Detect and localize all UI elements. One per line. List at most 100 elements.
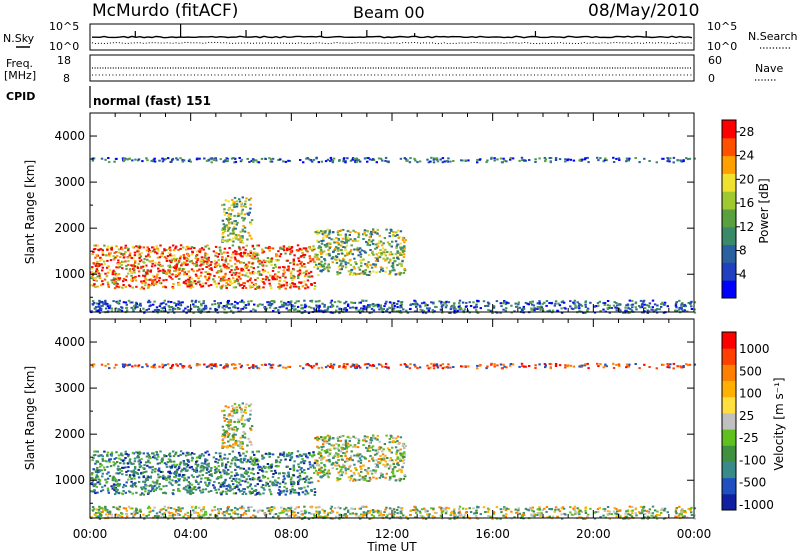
scatter-point — [295, 300, 298, 303]
scatter-point — [643, 157, 646, 160]
scatter-point — [289, 490, 293, 493]
scatter-point — [163, 285, 167, 288]
scatter-point — [195, 261, 198, 264]
scatter-point — [201, 285, 205, 288]
scatter-point — [149, 269, 153, 272]
scatter-point — [353, 365, 357, 368]
scatter-point — [232, 157, 235, 159]
scatter-point — [221, 435, 224, 437]
scatter-point — [548, 309, 551, 312]
scatter-point — [347, 476, 351, 479]
scatter-point — [303, 271, 306, 274]
scatter-point — [131, 470, 134, 473]
scatter-point — [345, 239, 348, 242]
scatter-point — [92, 363, 96, 366]
scatter-point — [274, 471, 277, 474]
scatter-point — [176, 364, 179, 367]
scatter-point — [377, 157, 381, 160]
scatter-point — [351, 364, 354, 367]
scatter-point — [596, 156, 599, 159]
scatter-point — [362, 464, 365, 467]
scatter-point — [135, 245, 138, 248]
scatter-point — [165, 455, 168, 458]
scatter-point — [117, 309, 121, 312]
scatter-point — [240, 210, 244, 213]
scatter-point — [308, 305, 311, 308]
scatter-point — [235, 406, 239, 409]
scatter-point — [92, 478, 95, 481]
scatter-point — [382, 252, 386, 255]
scatter-point — [121, 253, 125, 256]
scatter-point — [444, 302, 447, 305]
scatter-point — [292, 260, 295, 263]
scatter-point — [242, 225, 245, 227]
scatter-point — [243, 306, 246, 309]
scatter-point — [283, 477, 286, 480]
scatter-point — [337, 439, 340, 442]
scatter-point — [200, 453, 204, 456]
scatter-point — [212, 278, 215, 281]
scatter-point — [342, 452, 345, 454]
scatter-point — [650, 308, 653, 311]
scatter-point — [244, 492, 248, 495]
scatter-point — [328, 266, 331, 269]
scatter-point — [432, 301, 435, 304]
scatter-point — [209, 470, 212, 472]
scatter-point — [243, 217, 246, 220]
scatter-point — [349, 238, 352, 241]
scatter-point — [375, 459, 378, 462]
scatter-point — [579, 303, 582, 306]
scatter-point — [402, 253, 406, 256]
scatter-point — [208, 276, 211, 278]
scatter-point — [234, 237, 238, 240]
scatter-point — [352, 265, 356, 268]
scatter-point — [177, 467, 181, 470]
scatter-point — [174, 473, 178, 475]
scatter-point — [246, 363, 249, 366]
scatter-point — [245, 267, 248, 269]
scatter-point — [379, 266, 383, 269]
scatter-point — [115, 245, 118, 248]
scatter-point — [137, 274, 141, 277]
scatter-point — [142, 270, 145, 273]
scatter-point — [138, 463, 141, 465]
scatter-point — [392, 233, 395, 236]
scatter-point — [386, 457, 389, 459]
scatter-point — [184, 263, 187, 266]
scatter-point — [231, 282, 234, 285]
scatter-point — [198, 486, 201, 489]
scatter-point — [292, 263, 296, 266]
scatter-point — [168, 247, 171, 250]
scatter-point — [352, 364, 356, 366]
scatter-point — [231, 253, 234, 256]
scatter-point — [539, 308, 542, 311]
scatter-point — [234, 227, 237, 230]
scatter-point — [388, 243, 391, 246]
scatter-point — [580, 365, 583, 368]
scatter-point — [212, 456, 216, 459]
scatter-point — [234, 492, 238, 495]
scatter-point — [344, 160, 347, 163]
scatter-point — [236, 427, 239, 430]
scatter-point — [499, 302, 502, 305]
scatter-point — [656, 304, 659, 307]
scatter-point — [398, 306, 402, 309]
scatter-point — [256, 492, 259, 494]
scatter-point — [165, 278, 168, 281]
scatter-point — [196, 475, 199, 478]
scatter-point — [165, 249, 168, 252]
scatter-point — [187, 245, 190, 248]
scatter-point — [136, 306, 139, 309]
scatter-point — [374, 453, 377, 456]
scatter-point — [186, 283, 189, 286]
scatter-point — [239, 240, 242, 243]
scatter-point — [304, 489, 308, 492]
scatter-point — [326, 245, 329, 248]
scatter-point — [227, 234, 230, 237]
scatter-point — [233, 214, 236, 217]
scatter-point — [574, 304, 577, 307]
scatter-point — [244, 205, 247, 208]
scatter-point — [377, 363, 381, 366]
scatter-point — [320, 253, 323, 256]
scatter-point — [168, 465, 171, 468]
